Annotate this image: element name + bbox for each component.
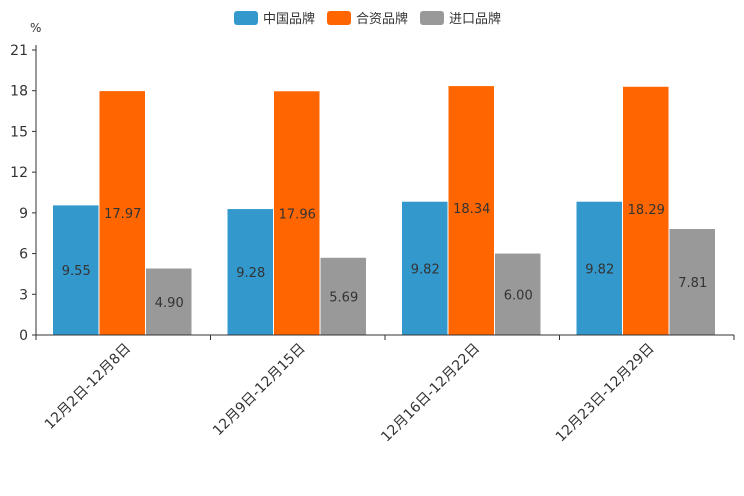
- bar: [227, 209, 273, 335]
- bar-value-label: 9.55: [62, 264, 91, 279]
- legend-swatch-china: [234, 10, 258, 25]
- legend-label-joint: 合资品牌: [356, 12, 409, 27]
- legend-swatch-joint: [327, 10, 352, 25]
- legend-swatch-import: [420, 10, 445, 25]
- bar-value-label: 6.00: [504, 288, 533, 303]
- y-axis-unit: %: [30, 21, 42, 35]
- x-tick-label: 12月23日-12月29日: [553, 341, 658, 446]
- legend: 中国品牌 合资品牌 进口品牌: [234, 8, 513, 27]
- y-tick-label: 3: [19, 287, 28, 303]
- legend-label-china: 中国品牌: [263, 12, 316, 27]
- bar-value-label: 5.69: [329, 290, 358, 305]
- y-tick-label: 21: [10, 43, 28, 59]
- bar: [146, 268, 192, 335]
- y-tick-label: 9: [19, 206, 28, 222]
- y-tick-label: 6: [19, 247, 28, 263]
- bar: [623, 86, 669, 336]
- bar-value-label: 9.82: [585, 262, 614, 277]
- bar: [495, 253, 541, 335]
- bar: [448, 86, 494, 335]
- x-tick-label: 12月9日-12月15日: [210, 341, 309, 440]
- bar: [99, 91, 145, 335]
- bar: [53, 205, 99, 335]
- y-tick-label: 12: [10, 165, 28, 181]
- bar: [320, 257, 366, 335]
- bar-value-label: 4.90: [155, 296, 184, 311]
- y-tick-label: 15: [10, 124, 28, 140]
- x-tick-label: 12月16日-12月22日: [378, 341, 483, 446]
- bar: [669, 229, 715, 335]
- bar-value-label: 9.28: [236, 266, 265, 281]
- x-tick-label: 12月2日-12月8日: [42, 341, 134, 433]
- bar: [576, 201, 622, 335]
- legend-item-china[interactable]: 中国品牌: [234, 8, 315, 27]
- bar-value-label: 9.82: [411, 262, 440, 277]
- legend-item-joint[interactable]: 合资品牌: [327, 8, 408, 27]
- legend-label-import: 进口品牌: [449, 12, 502, 27]
- y-tick-label: 0: [19, 328, 28, 344]
- bar: [274, 91, 320, 335]
- bar-value-label: 17.97: [104, 207, 141, 222]
- legend-item-import[interactable]: 进口品牌: [420, 8, 501, 27]
- bar-value-label: 7.81: [678, 276, 707, 291]
- bar-value-label: 17.96: [279, 207, 316, 222]
- y-tick-label: 18: [10, 84, 28, 100]
- bar: [402, 201, 448, 335]
- bar-value-label: 18.34: [453, 202, 490, 217]
- bar-value-label: 18.29: [628, 203, 665, 218]
